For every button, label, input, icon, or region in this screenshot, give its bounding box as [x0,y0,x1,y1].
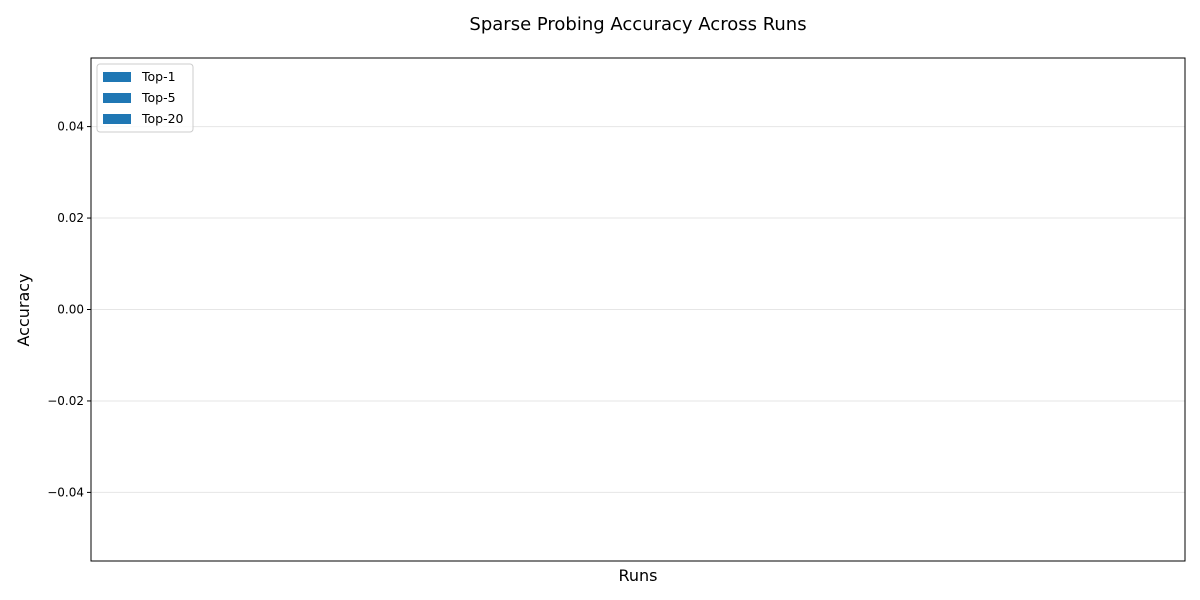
legend-swatch [103,114,131,124]
y-tick-label: −0.04 [47,485,84,499]
y-axis-label: Accuracy [14,273,33,346]
legend-label: Top-5 [141,90,176,105]
y-tick-label: 0.04 [57,120,84,134]
legend-swatch [103,93,131,103]
y-tick-label: −0.02 [47,394,84,408]
y-tick-label: 0.02 [57,211,84,225]
x-axis-label: Runs [618,566,657,585]
legend: Top-1 Top-5 Top-20 [97,64,193,132]
chart-title: Sparse Probing Accuracy Across Runs [469,14,806,35]
legend-swatch [103,72,131,82]
y-tick-label: 0.00 [57,303,84,317]
legend-label: Top-20 [141,111,184,126]
legend-label: Top-1 [141,69,176,84]
